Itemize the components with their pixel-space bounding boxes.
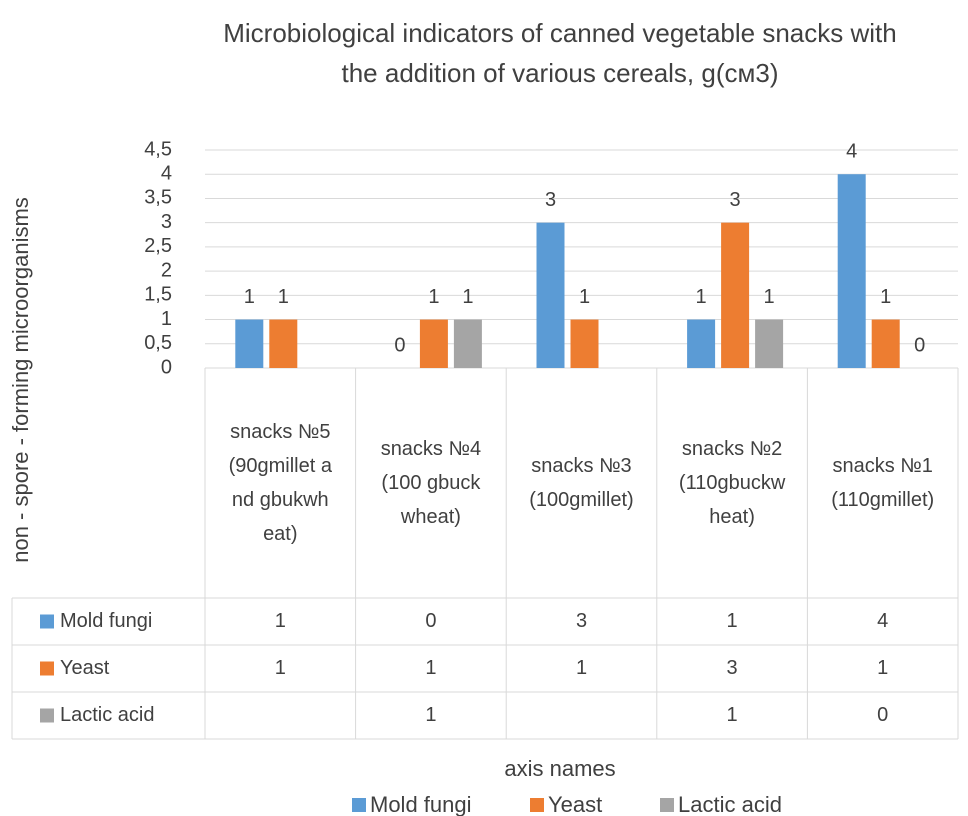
- chart-title: Microbiological indicators of canned veg…: [223, 18, 896, 48]
- x-tick-label-box: snacks №2 (110gbuckwheat): [678, 438, 786, 528]
- y-tick-label: 3: [161, 211, 172, 233]
- legend-key: [40, 708, 54, 723]
- legend-label: Mold fungi: [370, 792, 472, 816]
- table-row-header: Lactic acid: [60, 704, 155, 726]
- data-label: 1: [428, 286, 439, 308]
- x-tick-label-box: snacks №5 (90gmillet and gbukwheat): [228, 421, 332, 545]
- bar: [570, 319, 599, 368]
- data-label: 1: [579, 286, 590, 308]
- table-cell: 1: [275, 657, 286, 679]
- bar: [837, 174, 866, 368]
- data-label: 3: [730, 189, 741, 211]
- table-cell: 4: [877, 610, 888, 632]
- bar: [536, 222, 565, 368]
- x-tick-label: snacks №4(100 gbuckwheat): [380, 438, 482, 528]
- data-label: 1: [244, 286, 255, 308]
- table-cell: 1: [727, 704, 738, 726]
- y-tick-label: 0,5: [144, 332, 172, 354]
- data-label: 1: [462, 286, 473, 308]
- x-axis-title: axis names: [504, 756, 615, 781]
- table-cell: 1: [877, 657, 888, 679]
- data-label: 3: [545, 189, 556, 211]
- table-cell: 3: [727, 657, 738, 679]
- data-label: 1: [764, 286, 775, 308]
- y-tick-label: 3,5: [144, 187, 172, 209]
- data-label: 0: [914, 334, 925, 356]
- bar: [721, 222, 750, 368]
- chart-title: the addition of various cereals, g(см3): [342, 58, 779, 88]
- legend-key: [40, 661, 54, 676]
- data-label: 1: [278, 286, 289, 308]
- legend-key: [40, 614, 54, 629]
- table-cell: 1: [275, 610, 286, 632]
- y-tick-label: 4: [161, 163, 172, 185]
- legend-label: Lactic acid: [678, 792, 782, 816]
- table-row-header: Yeast: [60, 657, 110, 679]
- bar: [419, 319, 448, 368]
- data-label: 1: [880, 286, 891, 308]
- table-cell: 1: [425, 704, 436, 726]
- legend-swatch: [660, 798, 674, 812]
- y-tick-label: 2,5: [144, 235, 172, 257]
- x-tick-label: snacks №1 (110gmillet): [831, 455, 935, 511]
- x-tick-label-box: snacks №1 (110gmillet): [831, 455, 935, 511]
- bar: [755, 319, 784, 368]
- table-cell: 0: [877, 704, 888, 726]
- x-tick-label-box: snacks №3 (100gmillet): [529, 455, 634, 511]
- y-tick-label: 4,5: [144, 138, 172, 160]
- data-label: 0: [394, 334, 405, 356]
- legend-swatch: [530, 798, 544, 812]
- x-tick-label: snacks №5 (90gmillet and gbukwheat): [228, 421, 332, 545]
- x-tick-label: snacks №2 (110gbuckwheat): [678, 438, 786, 528]
- table-cell: 3: [576, 610, 587, 632]
- data-label: 4: [846, 141, 857, 163]
- bar: [453, 319, 482, 368]
- bar: [269, 319, 298, 368]
- table-cell: 0: [425, 610, 436, 632]
- y-tick-label: 2: [161, 259, 172, 281]
- legend-swatch: [352, 798, 366, 812]
- table-cell: 1: [425, 657, 436, 679]
- table-cell: 1: [727, 610, 738, 632]
- table-row-header: Mold fungi: [60, 610, 152, 632]
- x-tick-label: snacks №3 (100gmillet): [529, 455, 634, 511]
- y-tick-label: 0: [161, 356, 172, 378]
- y-axis-title: non - spore - forming microorganisms: [8, 197, 33, 563]
- bar: [687, 319, 716, 368]
- x-tick-label-box: snacks №4(100 gbuckwheat): [380, 438, 482, 528]
- legend-label: Yeast: [548, 792, 602, 816]
- table-cell: 1: [576, 657, 587, 679]
- bar: [871, 319, 900, 368]
- bar: [235, 319, 264, 368]
- data-label: 1: [696, 286, 707, 308]
- y-tick-label: 1: [161, 308, 172, 330]
- y-tick-label: 1,5: [144, 284, 172, 306]
